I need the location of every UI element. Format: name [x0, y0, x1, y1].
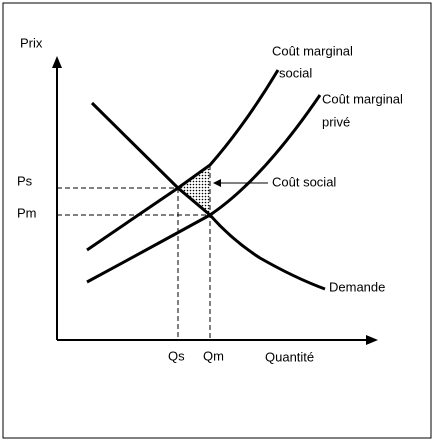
annotation-label: Coût social [272, 174, 336, 189]
quantity-label: Qs [168, 348, 185, 363]
price-label: Ps [17, 173, 33, 188]
curve-label: Coût marginal [272, 43, 353, 58]
x-arrow [366, 335, 378, 345]
social-cost-curve [86, 69, 280, 252]
curve-label: Demande [329, 279, 385, 294]
curve-label: social [279, 65, 312, 80]
curve-label: Coût marginal [322, 91, 403, 106]
demand-curve [90, 101, 326, 291]
y-arrow [52, 56, 62, 68]
private-cost-curve [86, 94, 322, 284]
quantity-label: Qm [203, 348, 224, 363]
x-axis-label: Quantité [265, 349, 314, 364]
guide-lines [57, 165, 211, 340]
y-axis-label: Prix [20, 35, 43, 50]
price-label: Pm [17, 205, 37, 220]
curve-label: privé [322, 114, 350, 129]
social-cost-area [178, 165, 210, 215]
